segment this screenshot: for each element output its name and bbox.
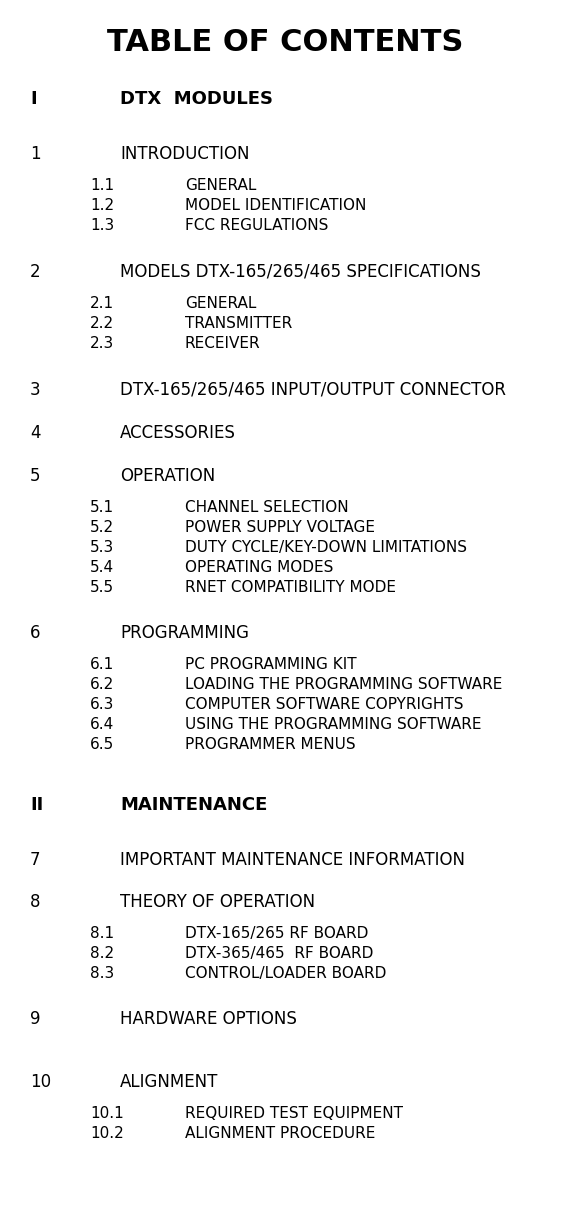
Text: DTX  MODULES: DTX MODULES: [120, 90, 273, 108]
Text: GENERAL: GENERAL: [185, 178, 256, 192]
Text: LOADING THE PROGRAMMING SOFTWARE: LOADING THE PROGRAMMING SOFTWARE: [185, 677, 502, 692]
Text: ALIGNMENT: ALIGNMENT: [120, 1073, 218, 1091]
Text: MODEL IDENTIFICATION: MODEL IDENTIFICATION: [185, 199, 367, 213]
Text: 1.2: 1.2: [90, 199, 114, 213]
Text: 6: 6: [30, 624, 41, 642]
Text: 1.1: 1.1: [90, 178, 114, 192]
Text: 10: 10: [30, 1073, 51, 1091]
Text: DTX-165/265/465 INPUT/OUTPUT CONNECTOR: DTX-165/265/465 INPUT/OUTPUT CONNECTOR: [120, 381, 506, 400]
Text: MAINTENANCE: MAINTENANCE: [120, 797, 267, 814]
Text: 6.5: 6.5: [90, 737, 114, 752]
Text: USING THE PROGRAMMING SOFTWARE: USING THE PROGRAMMING SOFTWARE: [185, 717, 481, 732]
Text: DTX-365/465  RF BOARD: DTX-365/465 RF BOARD: [185, 946, 373, 961]
Text: PC PROGRAMMING KIT: PC PROGRAMMING KIT: [185, 657, 357, 672]
Text: 6.4: 6.4: [90, 717, 114, 732]
Text: IMPORTANT MAINTENANCE INFORMATION: IMPORTANT MAINTENANCE INFORMATION: [120, 851, 465, 868]
Text: 6.1: 6.1: [90, 657, 114, 672]
Text: 2.1: 2.1: [90, 296, 114, 311]
Text: PROGRAMMING: PROGRAMMING: [120, 624, 249, 642]
Text: FCC REGULATIONS: FCC REGULATIONS: [185, 218, 328, 233]
Text: 5.5: 5.5: [90, 580, 114, 596]
Text: 2.2: 2.2: [90, 315, 114, 331]
Text: 8.3: 8.3: [90, 966, 114, 980]
Text: 7: 7: [30, 851, 41, 868]
Text: 6.3: 6.3: [90, 697, 114, 713]
Text: 8: 8: [30, 893, 41, 911]
Text: 10.2: 10.2: [90, 1125, 124, 1141]
Text: 2: 2: [30, 263, 41, 281]
Text: POWER SUPPLY VOLTAGE: POWER SUPPLY VOLTAGE: [185, 520, 375, 535]
Text: 5.4: 5.4: [90, 560, 114, 575]
Text: DTX-165/265 RF BOARD: DTX-165/265 RF BOARD: [185, 926, 368, 942]
Text: RECEIVER: RECEIVER: [185, 336, 260, 351]
Text: COMPUTER SOFTWARE COPYRIGHTS: COMPUTER SOFTWARE COPYRIGHTS: [185, 697, 464, 713]
Text: 5.3: 5.3: [90, 540, 114, 555]
Text: GENERAL: GENERAL: [185, 296, 256, 311]
Text: TABLE OF CONTENTS: TABLE OF CONTENTS: [107, 28, 464, 57]
Text: INTRODUCTION: INTRODUCTION: [120, 145, 250, 163]
Text: 5.2: 5.2: [90, 520, 114, 535]
Text: ACCESSORIES: ACCESSORIES: [120, 424, 236, 442]
Text: 1.3: 1.3: [90, 218, 114, 233]
Text: I: I: [30, 90, 37, 108]
Text: 8.1: 8.1: [90, 926, 114, 942]
Text: OPERATION: OPERATION: [120, 466, 215, 485]
Text: 10.1: 10.1: [90, 1106, 124, 1121]
Text: 3: 3: [30, 381, 41, 400]
Text: 2.3: 2.3: [90, 336, 114, 351]
Text: 4: 4: [30, 424, 41, 442]
Text: 1: 1: [30, 145, 41, 163]
Text: RNET COMPATIBILITY MODE: RNET COMPATIBILITY MODE: [185, 580, 396, 596]
Text: OPERATING MODES: OPERATING MODES: [185, 560, 333, 575]
Text: REQUIRED TEST EQUIPMENT: REQUIRED TEST EQUIPMENT: [185, 1106, 403, 1121]
Text: TRANSMITTER: TRANSMITTER: [185, 315, 292, 331]
Text: CHANNEL SELECTION: CHANNEL SELECTION: [185, 501, 349, 515]
Text: 6.2: 6.2: [90, 677, 114, 692]
Text: MODELS DTX-165/265/465 SPECIFICATIONS: MODELS DTX-165/265/465 SPECIFICATIONS: [120, 263, 481, 281]
Text: HARDWARE OPTIONS: HARDWARE OPTIONS: [120, 1010, 297, 1028]
Text: 5: 5: [30, 466, 41, 485]
Text: DUTY CYCLE/KEY-DOWN LIMITATIONS: DUTY CYCLE/KEY-DOWN LIMITATIONS: [185, 540, 467, 555]
Text: ALIGNMENT PROCEDURE: ALIGNMENT PROCEDURE: [185, 1125, 375, 1141]
Text: CONTROL/LOADER BOARD: CONTROL/LOADER BOARD: [185, 966, 387, 980]
Text: II: II: [30, 797, 43, 814]
Text: 8.2: 8.2: [90, 946, 114, 961]
Text: PROGRAMMER MENUS: PROGRAMMER MENUS: [185, 737, 356, 752]
Text: THEORY OF OPERATION: THEORY OF OPERATION: [120, 893, 315, 911]
Text: 5.1: 5.1: [90, 501, 114, 515]
Text: 9: 9: [30, 1010, 41, 1028]
